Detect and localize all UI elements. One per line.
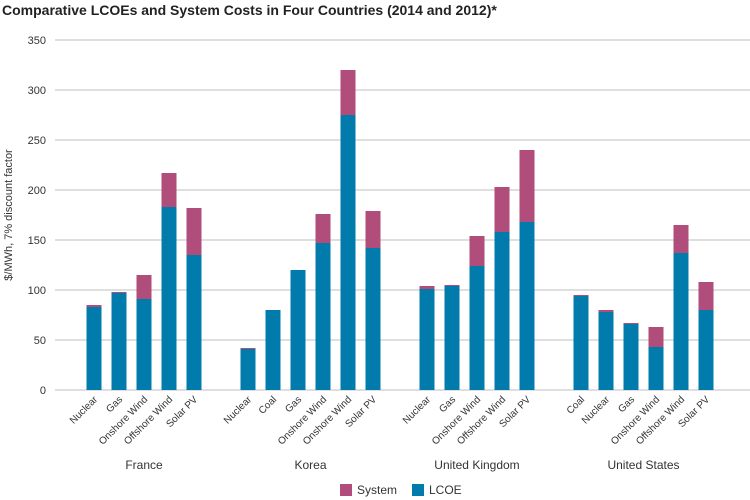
bar-lcoe [444,286,460,390]
bar-system [365,211,381,248]
x-tick-label: Nuclear [222,394,255,427]
bar-lcoe [494,232,510,390]
x-tick-label: Nuclear [68,394,101,427]
bar-lcoe [673,253,689,390]
bar-system [136,275,152,299]
x-tick-label: Nuclear [401,394,434,427]
y-axis-label: $/MWh, 7% discount factor [3,149,15,281]
bar-system [315,214,331,243]
bar-system [573,295,589,296]
bar-system [240,348,256,349]
legend-swatch [340,484,352,496]
y-tick-label: 250 [28,135,46,147]
bar-system [673,225,689,253]
y-tick-label: 0 [40,385,46,397]
y-tick-label: 50 [34,335,46,347]
x-tick-label: Gas [437,394,458,415]
bar-lcoe [573,296,589,390]
bar-system [444,285,460,286]
bar-system [186,208,202,255]
group-label: United Kingdom [434,458,519,472]
group-label: France [125,458,163,472]
bar-lcoe [136,299,152,390]
bar-lcoe [340,115,356,390]
x-tick-label: Coal [257,394,279,416]
bar-lcoe [265,310,281,390]
bar-system [623,323,639,324]
bar-system [111,292,127,293]
bar-lcoe [698,310,714,390]
bar-system [86,305,102,307]
bar-system [598,310,614,312]
y-tick-label: 350 [28,35,46,47]
bar-system [469,236,485,266]
group-label: Korea [294,458,326,472]
bar-lcoe [519,222,535,390]
x-tick-label: Coal [565,394,587,416]
bar-lcoe [186,255,202,390]
bar-lcoe [240,349,256,390]
bar-system [648,327,664,347]
bar-lcoe [365,248,381,390]
bar-lcoe [598,312,614,390]
bar-lcoe [648,347,664,390]
bar-lcoe [111,293,127,390]
bar-system [698,282,714,310]
y-tick-label: 150 [28,235,46,247]
bar-lcoe [623,324,639,390]
y-tick-label: 300 [28,85,46,97]
chart-title: Comparative LCOEs and System Costs in Fo… [2,2,497,18]
bar-system [494,187,510,232]
x-tick-label: Nuclear [580,394,613,427]
legend-label: System [357,483,397,497]
bar-lcoe [161,207,177,390]
x-tick-label: Gas [104,394,125,415]
bar-lcoe [469,266,485,390]
legend-swatch [412,484,424,496]
x-tick-label: Gas [283,394,304,415]
x-tick-label: Gas [616,394,637,415]
bar-lcoe [419,289,435,390]
bar-system [340,70,356,115]
bar-system [161,173,177,207]
legend-label: LCOE [429,483,462,497]
bar-lcoe [290,270,306,390]
group-label: United States [607,458,679,472]
bar-system [419,286,435,289]
bar-lcoe [315,243,331,390]
bar-system [519,150,535,222]
bar-lcoe [86,307,102,390]
y-tick-label: 200 [28,185,46,197]
y-tick-label: 100 [28,285,46,297]
